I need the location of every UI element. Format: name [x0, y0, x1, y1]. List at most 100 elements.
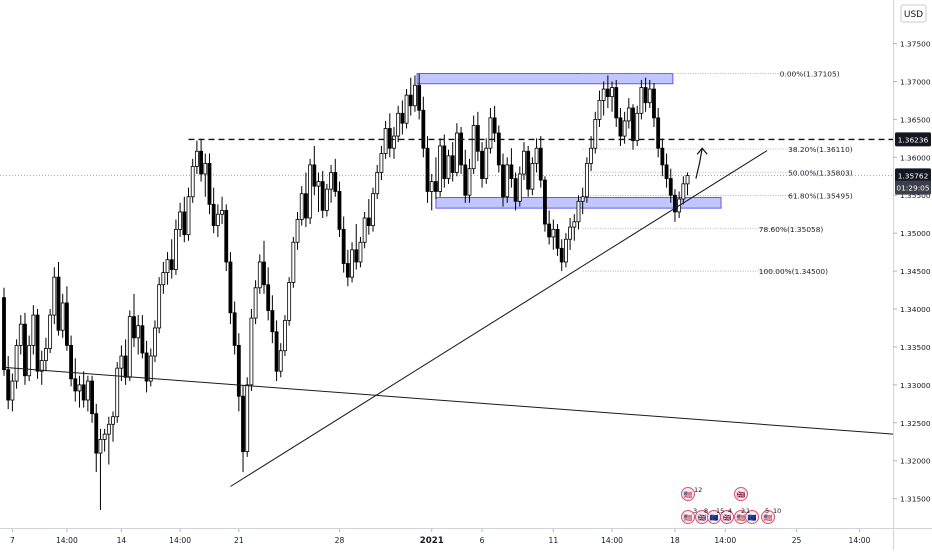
candle-body	[345, 263, 350, 278]
candle-body	[337, 191, 342, 230]
candle-body	[169, 259, 174, 270]
candle-body	[614, 87, 619, 119]
candle-body	[341, 228, 346, 264]
candle-body	[274, 331, 279, 372]
candle-body	[266, 284, 271, 311]
candle-body	[35, 314, 40, 372]
candle-body	[270, 310, 275, 333]
candle-body	[194, 150, 199, 167]
candle-body	[639, 87, 644, 114]
candle-body	[287, 282, 292, 321]
candle-body	[517, 173, 522, 202]
time-axis[interactable]: 7 14:00 14 14:00 21 28 2021 6 11 14:00 18 14:00 25 14…	[10, 528, 871, 546]
calendar-count: 1	[746, 507, 750, 515]
candle-body	[505, 164, 510, 198]
candle-body	[245, 384, 250, 452]
candle-body	[174, 228, 178, 270]
candle-body	[484, 147, 489, 179]
time-tick-label: 18	[670, 536, 680, 545]
time-tick-label: 6	[480, 536, 485, 545]
calendar-flag: 🇪🇺	[748, 514, 757, 522]
candle-body	[413, 84, 417, 107]
calendar-count: 8	[704, 507, 708, 515]
calendar-event-icon	[734, 487, 748, 501]
candle-body	[580, 196, 585, 202]
candle-body	[530, 162, 535, 190]
candle-body	[434, 181, 438, 192]
candle-body	[312, 164, 317, 187]
candle-body	[249, 317, 254, 386]
candle-body	[450, 155, 455, 173]
price-mark-box	[895, 180, 931, 195]
price-tick-label: 1.35500	[900, 191, 931, 200]
candle-body	[31, 314, 36, 346]
time-tick-label: 2021	[420, 536, 444, 546]
time-tick-label: 11	[548, 536, 558, 545]
candle-body	[324, 188, 329, 211]
candle-body	[559, 247, 564, 263]
candle-body	[463, 164, 468, 196]
price-tick-label: 1.31500	[900, 495, 931, 504]
candle-body	[190, 166, 195, 198]
candle-body	[81, 384, 86, 401]
candle-body	[626, 107, 631, 122]
candle-body	[48, 314, 53, 349]
candle-body	[157, 284, 162, 329]
candle-body	[354, 249, 359, 263]
time-tick-label: 7	[10, 536, 15, 545]
time-tick-label: 14:00	[849, 536, 871, 545]
candle-body	[119, 355, 124, 369]
time-tick-label: 25	[792, 536, 802, 545]
annotations-front-layer: 0.00%(1.37105) 38.20%(1.36110) 50.00%(1.35…	[3, 70, 894, 487]
candle-body	[564, 238, 568, 263]
candles-layer	[2, 73, 690, 510]
candle-body	[211, 203, 216, 226]
candle-body	[631, 107, 635, 142]
calendar-event-icon	[681, 487, 695, 501]
economic-calendar-icons[interactable]: 🇺🇸 🇬🇧🇺🇸 🇬🇧 🇪🇺 🇬🇧 🇺🇸 🇪🇺 🇺🇸123 8 15 4 2 1 5 10	[681, 486, 782, 524]
candle-body	[132, 316, 136, 339]
calendar-flag: 🇬🇧	[698, 514, 707, 522]
candle-body	[584, 162, 589, 198]
candle-body	[387, 128, 392, 149]
candle-body	[375, 172, 380, 195]
price-tick-label: 1.36000	[900, 153, 931, 162]
candle-body	[304, 193, 308, 219]
candle-body	[73, 378, 78, 392]
price-mark-label: 1.36236	[898, 135, 929, 144]
price-mark-box	[895, 168, 931, 183]
candle-body	[98, 439, 103, 454]
candle-body	[350, 249, 354, 278]
candle-body	[23, 323, 27, 377]
price-tick-label: 1.33500	[900, 343, 931, 352]
candle-body	[232, 312, 237, 346]
candle-body	[178, 211, 183, 230]
candle-body	[421, 109, 426, 149]
candle-body	[383, 128, 388, 154]
candle-body	[215, 213, 220, 226]
candle-body	[509, 164, 514, 179]
price-tick-label: 1.37500	[900, 40, 931, 49]
price-tick-label: 1.35000	[900, 229, 931, 238]
trend-line	[3, 366, 894, 435]
candle-body	[291, 241, 296, 283]
time-tick-label: 14:00	[56, 536, 78, 545]
candle-body	[123, 355, 128, 378]
currency-box[interactable]	[900, 4, 927, 23]
candle-body	[643, 87, 648, 104]
price-tick-label: 1.34500	[900, 267, 931, 276]
calendar-count: 4	[728, 507, 732, 515]
candle-body	[106, 423, 111, 435]
calendar-flag: 🇺🇸	[684, 491, 693, 499]
candle-body	[547, 223, 552, 238]
calendar-flag: 🇺🇸	[684, 514, 693, 522]
candle-body	[555, 228, 560, 249]
candle-body	[165, 259, 170, 274]
projection-arrow	[695, 148, 703, 179]
candle-body	[589, 147, 593, 164]
candle-body	[358, 241, 363, 263]
